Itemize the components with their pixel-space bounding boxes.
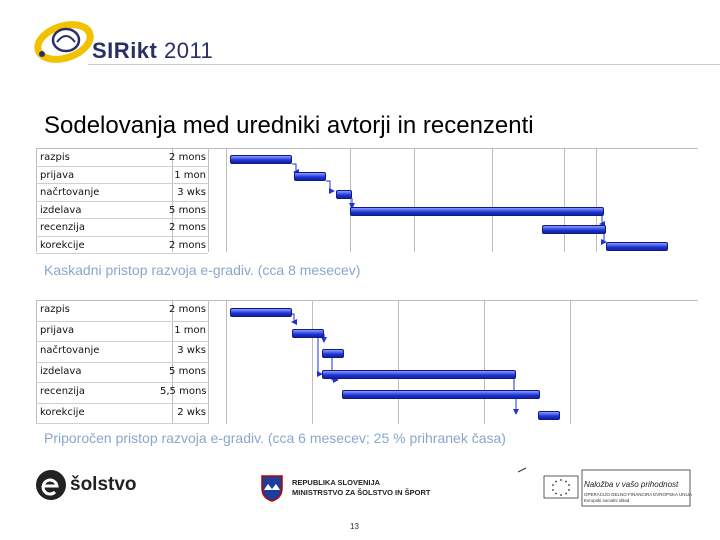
gantt-task-name: korekcije bbox=[40, 239, 85, 251]
gantt-task-duration: 5 mons bbox=[169, 204, 206, 216]
gantt-task-name: izdelava bbox=[40, 365, 82, 377]
eu-fund-name: Evropski socialni sklad bbox=[584, 498, 630, 503]
gantt-task-duration: 3 wks bbox=[177, 187, 206, 198]
dependency-arrow bbox=[326, 180, 335, 194]
page-number: 13 bbox=[350, 522, 359, 531]
gantt-row-line bbox=[36, 218, 208, 219]
gantt-task-bar bbox=[342, 390, 540, 400]
gantt-top-border bbox=[36, 300, 698, 301]
gantt-task-bar bbox=[538, 410, 560, 420]
gantt-task-name: prijava bbox=[40, 169, 75, 181]
gantt-top-border bbox=[36, 148, 698, 149]
eu-logo-icon bbox=[517, 467, 691, 507]
gantt-task-name: recenzija bbox=[40, 386, 85, 397]
gantt-task-duration: 2 mons bbox=[169, 152, 206, 163]
gantt-row-line bbox=[36, 402, 208, 404]
gantt-dependency-arrows bbox=[292, 163, 607, 245]
gantt-task-name: razpis bbox=[40, 304, 70, 315]
gantt-grid-line bbox=[596, 148, 597, 252]
gantt-caption-recommended: Priporočen pristop razvoja e-gradiv. (cc… bbox=[44, 430, 506, 446]
gantt-task-duration: 2 mons bbox=[169, 222, 206, 233]
gantt-grid-line bbox=[484, 300, 485, 424]
gantt-task-name: prijava bbox=[40, 324, 75, 336]
eu-funding-note: OPERACIJO DELNO FINANCIRA EVROPSKA UNIJA bbox=[584, 492, 693, 497]
gantt-task-bar bbox=[230, 154, 292, 164]
gantt-task-bar bbox=[322, 349, 344, 359]
esolstvo-logo-icon bbox=[36, 470, 66, 500]
gantt-task-bar bbox=[230, 308, 292, 318]
gantt-column-divider bbox=[208, 300, 209, 424]
gantt-task-bar bbox=[350, 207, 604, 217]
gantt-task-duration: 2 mons bbox=[169, 304, 206, 315]
gantt-row-line bbox=[36, 361, 208, 363]
ministry-name-line2: MINISTRSTVO ZA ŠOLSTVO IN ŠPORT bbox=[292, 488, 431, 497]
gantt-task-bar bbox=[542, 224, 606, 234]
esolstvo-logo-text: šolstvo bbox=[70, 474, 137, 495]
logo-text: SIRikt 2011 bbox=[92, 38, 213, 64]
gantt-task-duration: 2 mons bbox=[169, 239, 206, 251]
gantt-task-duration: 5 mons bbox=[169, 365, 206, 377]
slide-title: Sodelovanja med uredniki avtorji in rece… bbox=[44, 112, 534, 139]
gantt-chart-waterfall: razpis 2 mons prijava 1 mon načrtovanje 3 wks… bbox=[36, 148, 698, 254]
gantt-task-name: korekcije bbox=[40, 406, 85, 418]
gantt-task-name: izdelava bbox=[40, 204, 82, 216]
gantt-column-divider bbox=[208, 148, 209, 252]
gantt-row-line bbox=[36, 183, 208, 184]
gantt-grid-line bbox=[492, 148, 493, 252]
gantt-grid-line bbox=[414, 148, 415, 252]
gantt-grid-line bbox=[226, 300, 227, 424]
dependency-arrow bbox=[331, 356, 339, 383]
gantt-task-duration: 1 mon bbox=[174, 324, 206, 336]
gantt-column-divider bbox=[172, 148, 173, 252]
gantt-chart-recommended: razpis 2 mons prijava 1 mon načrtovanje 3 wks… bbox=[36, 300, 698, 424]
gantt-task-name: načrtovanje bbox=[40, 187, 100, 198]
gantt-task-bar bbox=[292, 328, 324, 338]
gantt-task-name: načrtovanje bbox=[40, 345, 100, 356]
ministry-name-line1: REPUBLIKA SLOVENIJA bbox=[292, 478, 381, 487]
gantt-task-bar bbox=[294, 172, 326, 182]
gantt-grid-line bbox=[398, 300, 399, 424]
gantt-grid-line bbox=[570, 300, 571, 424]
logo-sir: SIR bbox=[92, 38, 131, 63]
gantt-row-line bbox=[36, 200, 208, 202]
logo-year: 2011 bbox=[157, 38, 214, 63]
gantt-task-bar bbox=[322, 369, 516, 379]
gantt-task-bar bbox=[336, 189, 352, 199]
gantt-grid-line bbox=[564, 148, 565, 252]
gantt-grid-line bbox=[350, 148, 351, 252]
slovenia-coat-of-arms-icon bbox=[261, 475, 283, 502]
gantt-task-duration: 2 wks bbox=[177, 406, 206, 418]
gantt-caption-waterfall: Kaskadni pristop razvoja e-gradiv. (cca … bbox=[44, 262, 361, 278]
gantt-row-line bbox=[36, 165, 208, 167]
gantt-row-line bbox=[36, 235, 208, 237]
eu-slogan: Naložba v vašo prihodnost bbox=[584, 480, 679, 489]
gantt-task-name: razpis bbox=[40, 152, 70, 163]
gantt-row-line bbox=[36, 320, 208, 322]
gantt-row-line bbox=[36, 253, 208, 254]
gantt-row-line bbox=[36, 341, 208, 342]
dependency-arrow bbox=[317, 336, 323, 377]
gantt-task-bar bbox=[606, 242, 668, 252]
gantt-task-duration: 5,5 mons bbox=[160, 386, 207, 397]
gantt-grid-line bbox=[226, 148, 227, 252]
gantt-row-line bbox=[36, 382, 208, 383]
gantt-task-duration: 1 mon bbox=[174, 169, 206, 181]
gantt-row-line bbox=[36, 423, 208, 424]
gantt-grid-line bbox=[312, 300, 313, 424]
gantt-left-border bbox=[36, 148, 37, 252]
dependency-arrow bbox=[601, 232, 607, 245]
gantt-task-duration: 3 wks bbox=[177, 345, 206, 356]
dependency-arrow bbox=[290, 313, 297, 325]
header-divider bbox=[88, 64, 720, 65]
sirikt-logo-icon bbox=[34, 21, 94, 63]
dependency-arrow bbox=[599, 214, 605, 227]
dependency-arrow bbox=[292, 163, 299, 175]
gantt-task-name: recenzija bbox=[40, 222, 85, 233]
logo-ikt: ikt bbox=[130, 38, 158, 63]
